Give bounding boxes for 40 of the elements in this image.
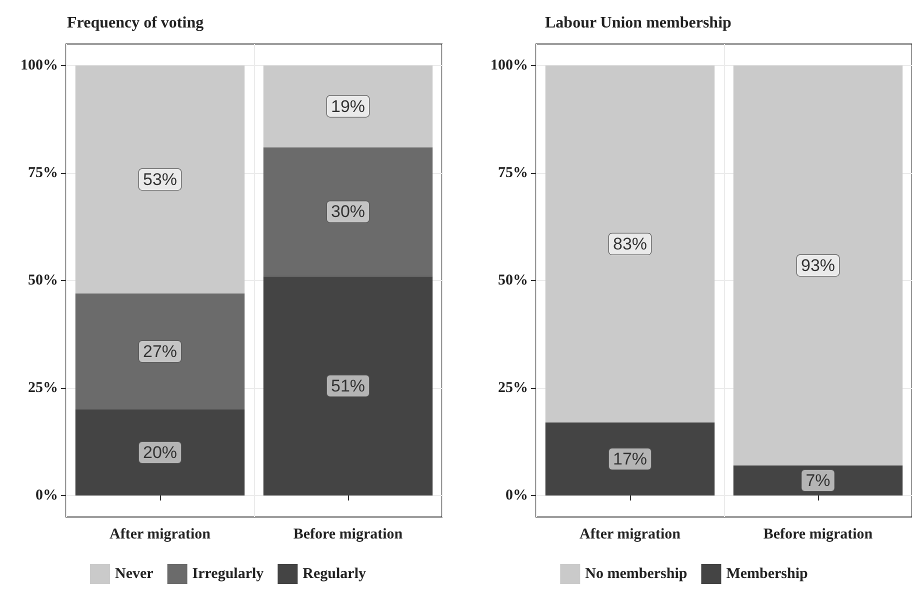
bar bbox=[75, 66, 245, 294]
y-tick-label: 75% bbox=[498, 165, 528, 181]
legend-label: Never bbox=[114, 566, 154, 582]
x-tick-label: After migration bbox=[580, 526, 682, 542]
bar bbox=[263, 276, 433, 496]
bar bbox=[263, 66, 433, 148]
bar bbox=[545, 66, 715, 422]
bar bbox=[733, 66, 903, 466]
data-label: 17% bbox=[612, 449, 648, 468]
legend-label: Regularly bbox=[302, 566, 367, 582]
bar bbox=[263, 147, 433, 276]
y-tick-label: 0% bbox=[36, 488, 58, 504]
x-tick-label: Before migration bbox=[293, 526, 404, 542]
x-tick-label: After migration bbox=[110, 526, 212, 542]
y-tick-label: 100% bbox=[20, 58, 58, 74]
y-tick-label: 0% bbox=[506, 488, 528, 504]
y-tick-label: 100% bbox=[490, 58, 528, 74]
bar bbox=[75, 293, 245, 410]
y-tick-label: 25% bbox=[28, 380, 58, 396]
y-tick-label: 50% bbox=[28, 272, 58, 288]
data-label: 93% bbox=[800, 256, 836, 275]
y-tick-label: 25% bbox=[498, 380, 528, 396]
data-label: 19% bbox=[330, 96, 366, 116]
y-tick-label: 75% bbox=[28, 165, 58, 181]
bar bbox=[545, 422, 715, 496]
data-label: 53% bbox=[142, 170, 178, 189]
data-label: 30% bbox=[330, 202, 366, 222]
bar bbox=[75, 410, 245, 496]
data-label: 51% bbox=[330, 376, 366, 396]
chart-title: Labour Union membership bbox=[545, 14, 732, 32]
data-label: 27% bbox=[142, 342, 178, 361]
x-tick-label: Before migration bbox=[763, 526, 874, 542]
data-label: 83% bbox=[612, 234, 648, 254]
chart-title: Frequency of voting bbox=[67, 14, 204, 32]
data-label: 20% bbox=[142, 443, 178, 462]
y-tick-label: 50% bbox=[498, 272, 528, 288]
legend-label: No membership bbox=[585, 566, 688, 582]
data-label: 7% bbox=[806, 470, 830, 490]
legend-label: Membership bbox=[726, 566, 808, 582]
legend-label: Irregularly bbox=[192, 566, 264, 582]
